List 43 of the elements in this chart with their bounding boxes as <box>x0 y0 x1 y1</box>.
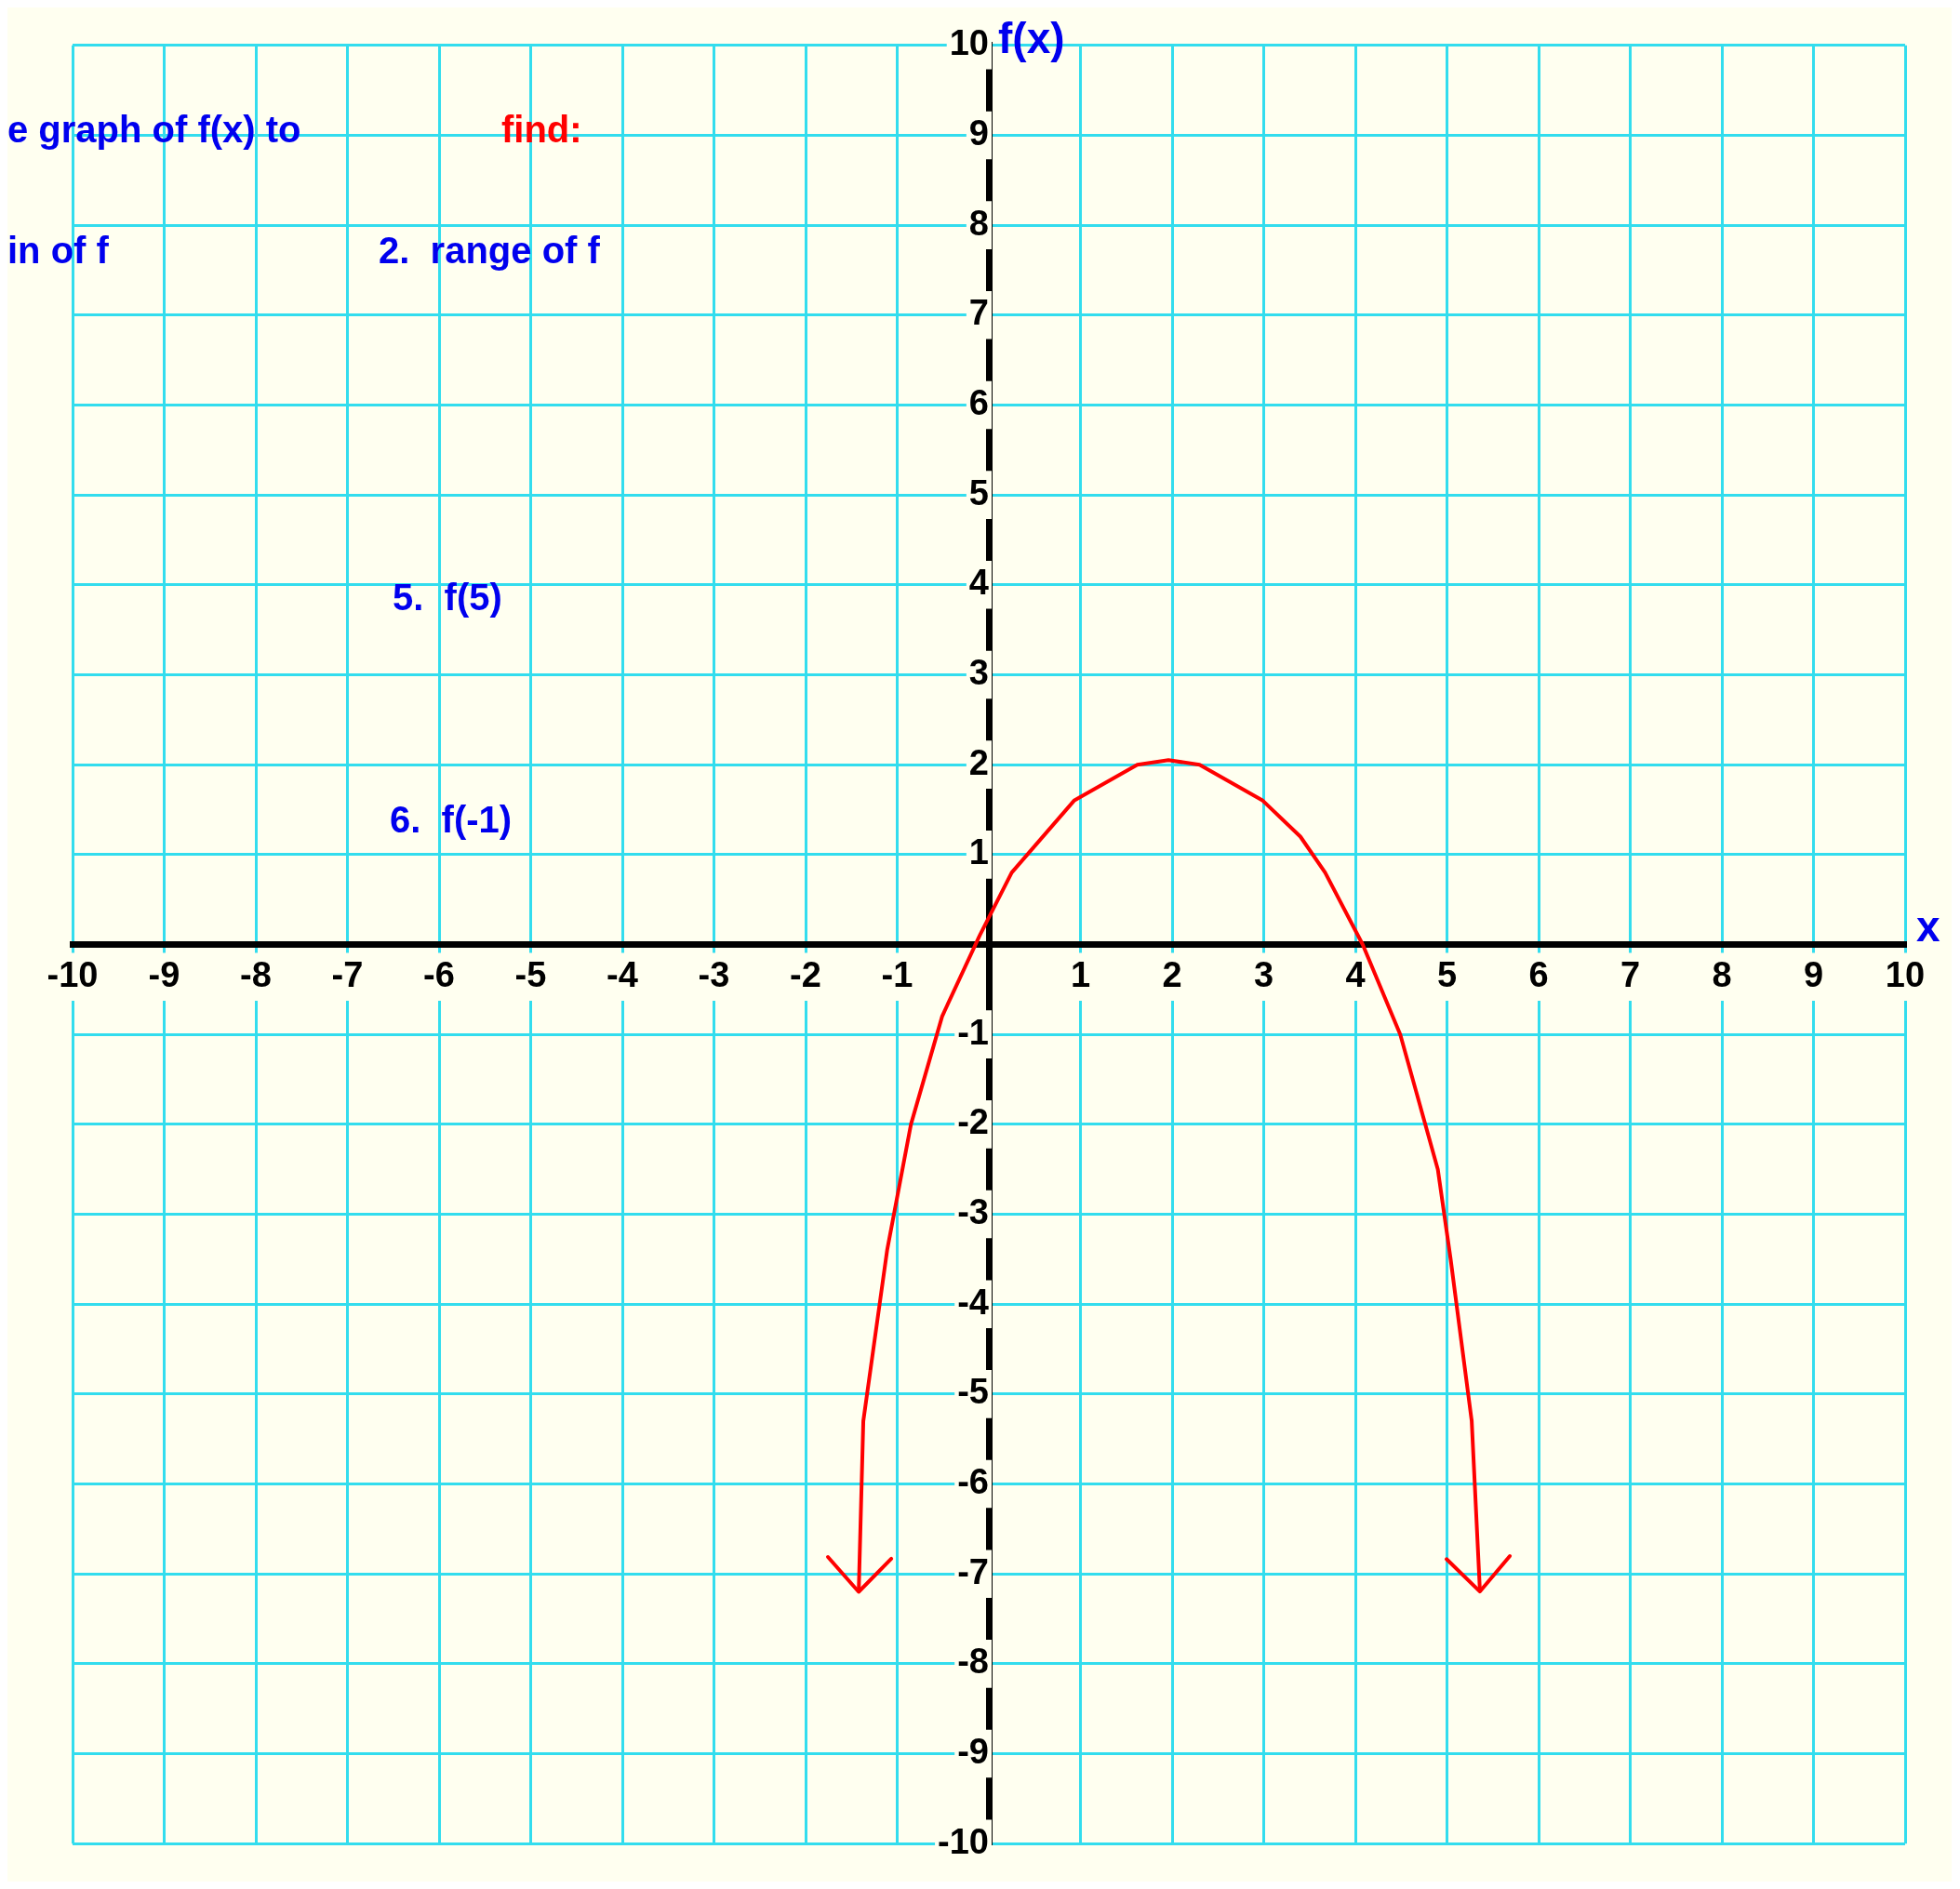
x-tick-label: -9 <box>148 954 180 994</box>
x-tick-label: -1 <box>881 954 913 994</box>
x-tick-label: 8 <box>1712 954 1732 994</box>
y-tick-label: -6 <box>957 1462 989 1501</box>
y-tick-label: 6 <box>968 382 989 422</box>
x-tick-label: -6 <box>423 954 455 994</box>
y-tick-label: 5 <box>968 472 989 512</box>
annotation: 6. f(-1) <box>390 799 513 840</box>
y-tick-label: 2 <box>968 742 989 782</box>
y-tick-label: 1 <box>968 832 989 872</box>
annotation: 5. f(5) <box>393 577 502 618</box>
y-tick-label: 9 <box>968 113 989 153</box>
x-tick-label: 3 <box>1253 954 1274 994</box>
y-tick-label: 7 <box>968 293 989 333</box>
y-tick-label: -10 <box>938 1821 989 1861</box>
x-tick-label: -10 <box>47 954 99 994</box>
y-tick-label: -9 <box>957 1732 989 1772</box>
y-tick-label: -8 <box>957 1642 989 1682</box>
y-tick-label: -1 <box>957 1012 989 1052</box>
x-tick-label: -5 <box>514 954 547 994</box>
x-axis-title: x <box>1916 901 1940 951</box>
y-tick-label: -7 <box>957 1551 989 1591</box>
y-tick-label: -2 <box>957 1102 989 1142</box>
x-tick-label: 6 <box>1528 954 1549 994</box>
x-tick-label: 9 <box>1803 954 1824 994</box>
x-tick-label: 5 <box>1436 954 1458 994</box>
x-tick-label: -2 <box>790 954 821 994</box>
x-tick-label: -3 <box>698 954 730 994</box>
x-tick-label: 7 <box>1620 954 1641 994</box>
x-tick-label: -8 <box>240 954 272 994</box>
y-tick-label: 8 <box>968 203 989 243</box>
x-tick-label: 4 <box>1345 954 1366 994</box>
y-tick-label: -3 <box>957 1191 989 1231</box>
x-tick-label: 10 <box>1885 954 1926 994</box>
y-tick-label: 3 <box>968 652 989 692</box>
x-tick-label: -7 <box>331 954 364 994</box>
y-tick-label: -4 <box>957 1282 989 1322</box>
y-tick-label: -5 <box>957 1372 989 1412</box>
x-tick-label: 2 <box>1162 954 1182 994</box>
y-tick-label: 4 <box>968 563 989 603</box>
x-tick-label: -4 <box>607 954 638 994</box>
x-tick-label: 1 <box>1070 954 1091 994</box>
y-tick-label: 10 <box>949 23 989 63</box>
